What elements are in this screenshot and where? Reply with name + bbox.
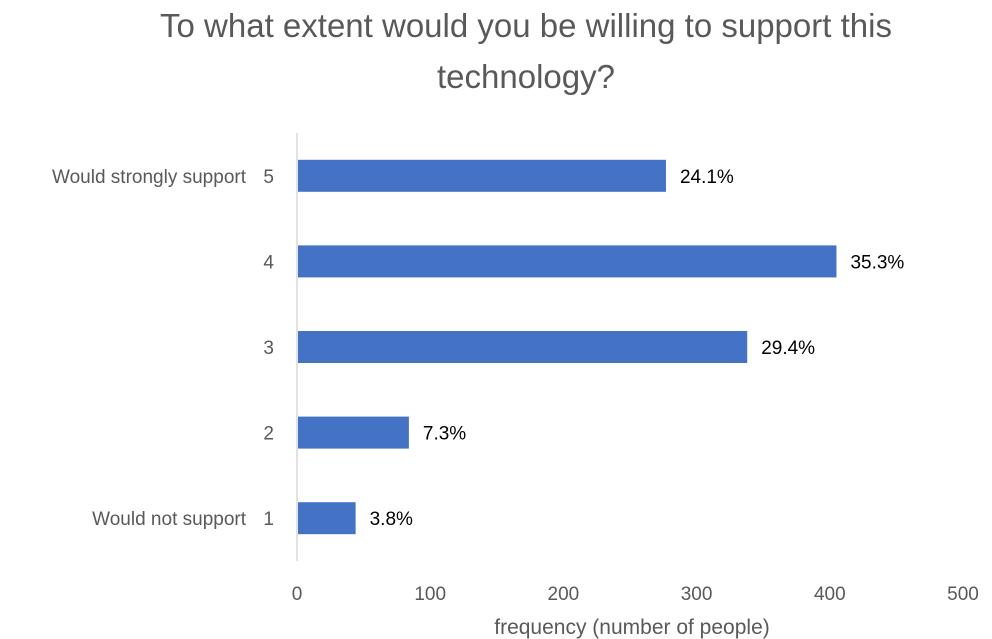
category-label: 1 bbox=[263, 509, 274, 530]
category-description: Would not support bbox=[92, 509, 247, 530]
chart-title-line-1: To what extent would you be willing to s… bbox=[160, 7, 892, 44]
x-tick-label: 300 bbox=[681, 584, 713, 605]
x-tick-label: 0 bbox=[292, 584, 303, 605]
x-tick-label: 200 bbox=[548, 584, 580, 605]
category-label: 2 bbox=[263, 424, 274, 445]
bar-1 bbox=[298, 502, 356, 535]
bar-2 bbox=[298, 416, 409, 449]
x-axis-title: frequency (number of people) bbox=[494, 616, 770, 639]
data-label: 29.4% bbox=[761, 338, 815, 359]
bar-5 bbox=[298, 159, 666, 192]
chart-title-line-2: technology? bbox=[437, 58, 615, 95]
plot-area: 0 100 200 300 400 500 1 Would not support 3.8% 2 7… bbox=[52, 133, 979, 605]
x-tick-label: 400 bbox=[814, 584, 846, 605]
category-label: 4 bbox=[263, 252, 274, 273]
bar-4 bbox=[298, 245, 837, 278]
x-tick-label: 100 bbox=[414, 584, 446, 605]
data-label: 35.3% bbox=[850, 252, 904, 273]
x-tick-label: 500 bbox=[947, 584, 979, 605]
data-label: 3.8% bbox=[370, 509, 413, 530]
category-label: 3 bbox=[263, 338, 274, 359]
bar-3 bbox=[298, 331, 748, 363]
data-label: 24.1% bbox=[680, 167, 734, 188]
category-description: Would strongly support bbox=[52, 167, 247, 188]
category-label: 5 bbox=[263, 167, 274, 188]
data-label: 7.3% bbox=[423, 424, 466, 445]
